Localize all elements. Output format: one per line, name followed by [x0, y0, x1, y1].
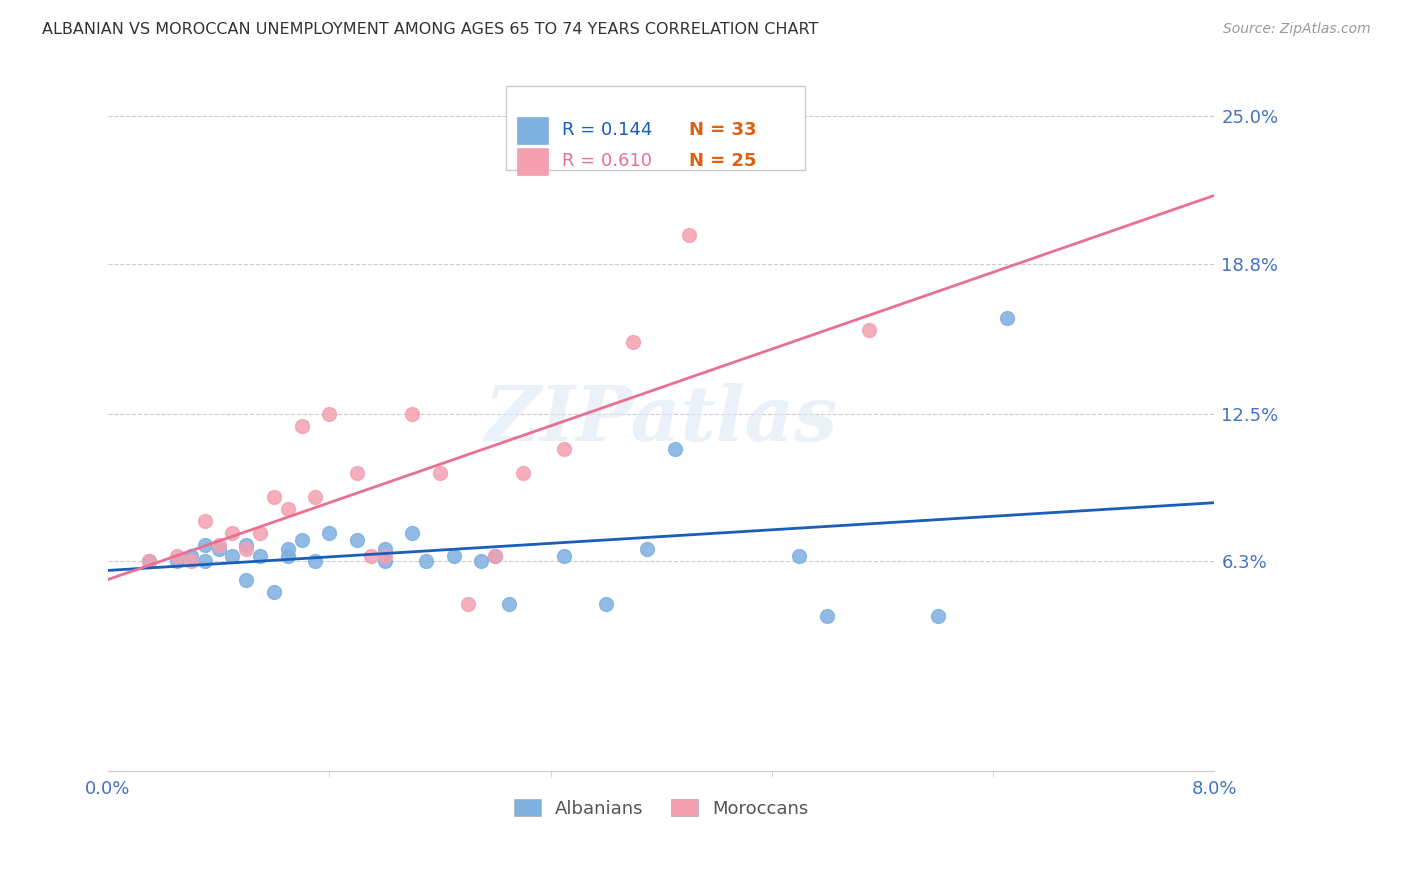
Point	[512, 466, 534, 480]
Point	[138, 554, 160, 568]
Point	[318, 525, 340, 540]
Text: ZIPatlas: ZIPatlas	[485, 383, 838, 457]
Point	[277, 501, 299, 516]
Point	[401, 407, 423, 421]
Point	[457, 597, 479, 611]
Point	[415, 554, 437, 568]
Point	[194, 538, 217, 552]
Point	[249, 525, 271, 540]
Point	[360, 549, 382, 564]
Point	[470, 554, 492, 568]
Point	[277, 549, 299, 564]
Point	[235, 542, 257, 557]
Point	[346, 466, 368, 480]
Point	[166, 554, 188, 568]
Text: N = 33: N = 33	[689, 121, 756, 139]
Point	[138, 554, 160, 568]
Text: ALBANIAN VS MOROCCAN UNEMPLOYMENT AMONG AGES 65 TO 74 YEARS CORRELATION CHART: ALBANIAN VS MOROCCAN UNEMPLOYMENT AMONG …	[42, 22, 818, 37]
Point	[374, 542, 396, 557]
Point	[207, 538, 229, 552]
Point	[249, 549, 271, 564]
Point	[304, 554, 326, 568]
Point	[235, 574, 257, 588]
FancyBboxPatch shape	[517, 117, 548, 144]
Legend: Albanians, Moroccans: Albanians, Moroccans	[506, 792, 815, 825]
Text: N = 25: N = 25	[689, 153, 756, 170]
Text: Source: ZipAtlas.com: Source: ZipAtlas.com	[1223, 22, 1371, 37]
Point	[498, 597, 520, 611]
Point	[443, 549, 465, 564]
Point	[180, 549, 202, 564]
Point	[263, 490, 285, 504]
Point	[553, 442, 575, 457]
Point	[346, 533, 368, 547]
Point	[277, 542, 299, 557]
Point	[166, 549, 188, 564]
Point	[318, 407, 340, 421]
Point	[235, 538, 257, 552]
Point	[678, 228, 700, 243]
Point	[484, 549, 506, 564]
Point	[636, 542, 658, 557]
Text: R = 0.144: R = 0.144	[561, 121, 652, 139]
Point	[995, 311, 1018, 326]
Point	[429, 466, 451, 480]
Point	[789, 549, 811, 564]
Point	[664, 442, 686, 457]
Point	[221, 549, 243, 564]
Point	[484, 549, 506, 564]
FancyBboxPatch shape	[506, 86, 806, 170]
Point	[927, 609, 949, 624]
Point	[374, 549, 396, 564]
Point	[595, 597, 617, 611]
Text: R = 0.610: R = 0.610	[561, 153, 651, 170]
Point	[401, 525, 423, 540]
FancyBboxPatch shape	[517, 148, 548, 175]
Point	[194, 514, 217, 528]
Point	[858, 323, 880, 337]
Point	[304, 490, 326, 504]
Point	[221, 525, 243, 540]
Point	[263, 585, 285, 599]
Point	[553, 549, 575, 564]
Point	[815, 609, 838, 624]
Point	[207, 542, 229, 557]
Point	[180, 554, 202, 568]
Point	[623, 335, 645, 350]
Point	[374, 554, 396, 568]
Point	[291, 533, 314, 547]
Point	[194, 554, 217, 568]
Point	[291, 418, 314, 433]
